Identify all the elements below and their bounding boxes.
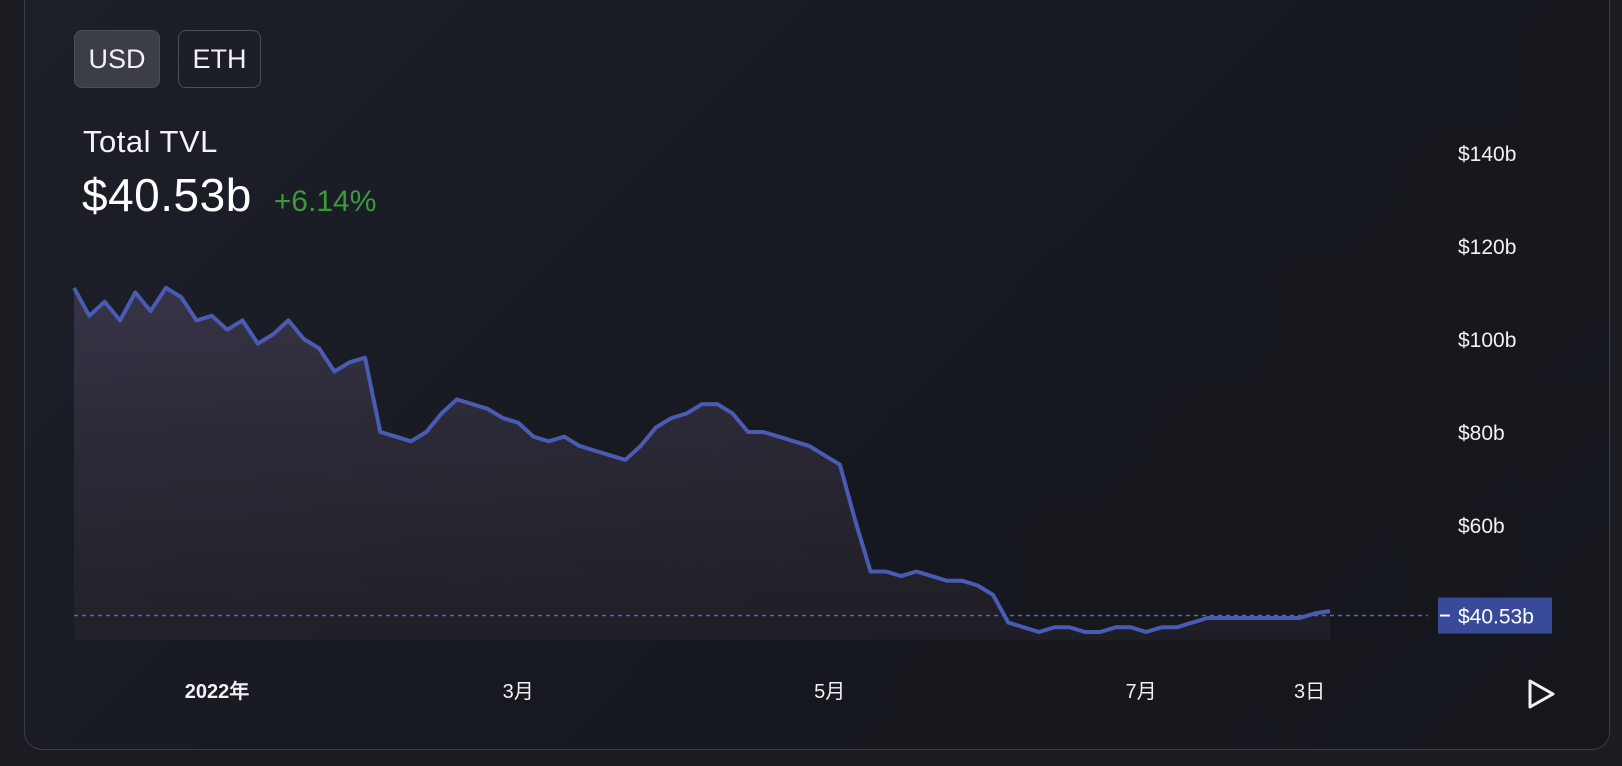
x-tick-label: 2022年	[185, 679, 250, 703]
tvl-series-line	[72, 285, 1331, 634]
y-tick-label: $60b	[1458, 515, 1505, 538]
total-tvl-value: $40.53b	[82, 169, 252, 221]
tvl-change-percent: +6.14%	[273, 185, 377, 218]
y-tick-label: $120b	[1458, 236, 1516, 259]
y-tick-label: $140b	[1458, 143, 1516, 166]
chart-title: Total TVL	[83, 124, 218, 159]
play-icon[interactable]	[1526, 678, 1556, 710]
current-value-label: $40.53b	[1458, 606, 1534, 629]
x-tick-label: 5月	[814, 681, 845, 703]
eth-toggle-button[interactable]: ETH	[178, 30, 261, 88]
x-tick-label: 3日	[1294, 681, 1325, 703]
usd-toggle-button[interactable]: USD	[74, 30, 160, 88]
x-tick-label: 7月	[1126, 681, 1157, 703]
current-value-label-bg	[1438, 597, 1552, 634]
value-row: $40.53b +6.14%	[82, 168, 376, 222]
y-tick-label: $80b	[1458, 422, 1505, 445]
tvl-area	[74, 287, 1330, 640]
x-tick-label: 3月	[503, 681, 534, 703]
y-tick-label: $100b	[1458, 329, 1516, 352]
